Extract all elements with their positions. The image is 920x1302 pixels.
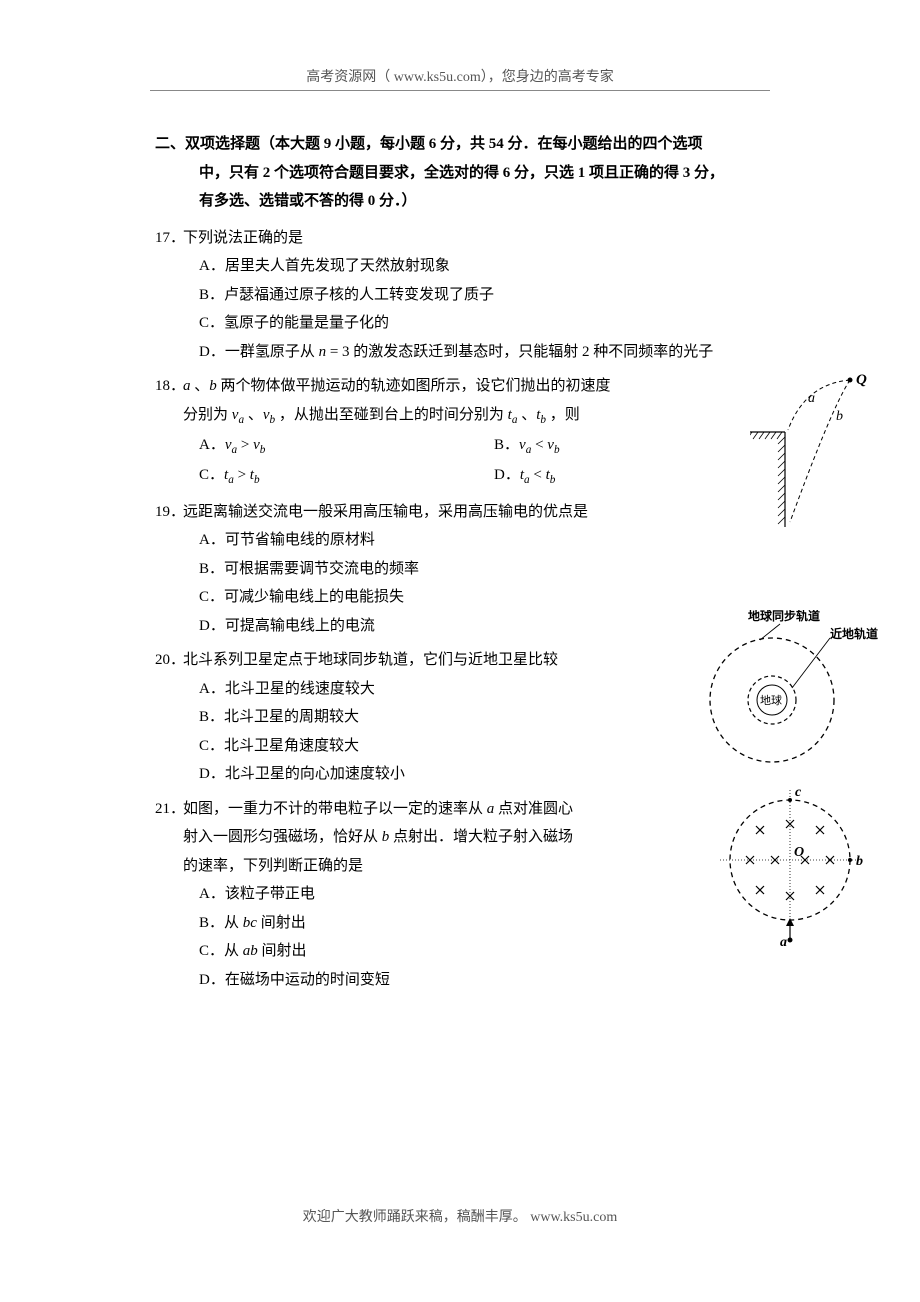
- figure-18: Q a b: [750, 372, 870, 532]
- q18-opt-b: B．va < vb: [494, 431, 775, 461]
- q17-stem: 下列说法正确的是: [183, 230, 303, 246]
- q20-opt-c: C．北斗卫星角速度较大: [199, 732, 775, 761]
- q21-opt-b: B．从 bc 间射出: [199, 909, 775, 938]
- section-title-line2: 中，只有 2 个选项符合题目要求，全选对的得 6 分，只选 1 项且正确的得 3…: [155, 159, 775, 188]
- fig20-label-earth: 地球: [760, 693, 782, 707]
- q19-options: A．可节省输电线的原材料 B．可根据需要调节交流电的频率 C．可减少输电线上的电…: [155, 526, 775, 640]
- header-rule: [150, 90, 770, 91]
- q19-opt-a: A．可节省输电线的原材料: [199, 526, 775, 555]
- q19-num: 19．: [155, 498, 183, 527]
- q20-opt-d: D．北斗卫星的向心加速度较小: [199, 760, 775, 789]
- q19-opt-d: D．可提高输电线上的电流: [199, 612, 775, 641]
- figure-21: O a b c: [710, 780, 870, 950]
- q21-options: A．该粒子带正电 B．从 bc 间射出 C．从 ab 间射出 D．在磁场中运动的…: [155, 880, 775, 994]
- fig18-label-b: b: [836, 409, 843, 424]
- page-footer: 欢迎广大教师踊跃来稿，稿酬丰厚。 www.ks5u.com: [0, 1206, 920, 1226]
- q21-stem2: 射入一圆形匀强磁场，恰好从 b 点射出．增大粒子射入磁场: [155, 823, 775, 852]
- question-20: 20．北斗系列卫星定点于地球同步轨道，它们与近地卫星比较 A．北斗卫星的线速度较…: [155, 646, 775, 789]
- fig20-label-sync: 地球同步轨道: [748, 610, 820, 623]
- q21-opt-c: C．从 ab 间射出: [199, 937, 775, 966]
- q18-opt-a: A．va > vb: [199, 431, 494, 461]
- section-title: 二、双项选择题（本大题 9 小题，每小题 6 分，共 54 分．在每小题给出的四…: [155, 130, 775, 216]
- page-header: 高考资源网（ www.ks5u.com），您身边的高考专家: [0, 66, 920, 86]
- q19-opt-b: B．可根据需要调节交流电的频率: [199, 555, 775, 584]
- q21-stem1: 如图，一重力不计的带电粒子以一定的速率从 a 点对准圆心: [183, 801, 573, 817]
- q17-opt-c: C．氢原子的能量是量子化的: [199, 309, 775, 338]
- question-17: 17．下列说法正确的是 A．居里夫人首先发现了天然放射现象 B．卢瑟福通过原子核…: [155, 224, 775, 367]
- q18-opt-d: D．ta < tb: [494, 461, 775, 491]
- q21-opt-a: A．该粒子带正电: [199, 880, 775, 909]
- q17-opt-a: A．居里夫人首先发现了天然放射现象: [199, 252, 775, 281]
- question-19: 19．远距离输送交流电一般采用高压输电，采用高压输电的优点是 A．可节省输电线的…: [155, 498, 775, 641]
- fig21-label-b: b: [856, 854, 863, 869]
- q21-opt-d: D．在磁场中运动的时间变短: [199, 966, 775, 995]
- q20-opt-b: B．北斗卫星的周期较大: [199, 703, 775, 732]
- q20-num: 20．: [155, 646, 183, 675]
- q21-num: 21．: [155, 795, 183, 824]
- question-18: 18．a 、b 两个物体做平抛运动的轨迹如图所示，设它们抛出的初速度 分别为 v…: [155, 372, 775, 492]
- fig21-label-a: a: [780, 935, 787, 950]
- section-title-line1: 二、双项选择题（本大题 9 小题，每小题 6 分，共 54 分．在每小题给出的四…: [155, 136, 703, 152]
- q18-stem2: 分别为 va 、vb ，从抛出至碰到台上的时间分别为 ta 、tb ，则: [155, 401, 775, 431]
- q17-num: 17．: [155, 224, 183, 253]
- figure-20: 地球 地球同步轨道 近地轨道: [702, 610, 882, 770]
- q17-options: A．居里夫人首先发现了天然放射现象 B．卢瑟福通过原子核的人工转变发现了质子 C…: [155, 252, 775, 366]
- q18-num: 18．: [155, 372, 183, 401]
- content-area: 二、双项选择题（本大题 9 小题，每小题 6 分，共 54 分．在每小题给出的四…: [155, 130, 775, 994]
- q17-opt-d: D．一群氢原子从 n = 3 的激发态跃迁到基态时，只能辐射 2 种不同频率的光…: [199, 338, 775, 367]
- q19-stem: 远距离输送交流电一般采用高压输电，采用高压输电的优点是: [183, 504, 588, 520]
- fig20-label-near: 近地轨道: [830, 626, 878, 641]
- q20-opt-a: A．北斗卫星的线速度较大: [199, 675, 775, 704]
- fig21-label-c: c: [795, 785, 802, 800]
- q21-stem3: 的速率，下列判断正确的是: [155, 852, 775, 881]
- q17-opt-b: B．卢瑟福通过原子核的人工转变发现了质子: [199, 281, 775, 310]
- section-title-line3: 有多选、选错或不答的得 0 分．）: [155, 187, 775, 216]
- q19-opt-c: C．可减少输电线上的电能损失: [199, 583, 775, 612]
- q18-stem1: a 、b 两个物体做平抛运动的轨迹如图所示，设它们抛出的初速度: [183, 378, 611, 394]
- q20-options: A．北斗卫星的线速度较大 B．北斗卫星的周期较大 C．北斗卫星角速度较大 D．北…: [155, 675, 775, 789]
- q18-options: A．va > vb B．va < vb C．ta > tb D．ta < tb: [155, 431, 775, 492]
- q18-opt-c: C．ta > tb: [199, 461, 494, 491]
- fig18-label-a: a: [808, 391, 815, 406]
- fig18-label-q: Q: [856, 372, 867, 388]
- question-21: 21．如图，一重力不计的带电粒子以一定的速率从 a 点对准圆心 射入一圆形匀强磁…: [155, 795, 775, 995]
- q20-stem: 北斗系列卫星定点于地球同步轨道，它们与近地卫星比较: [183, 652, 558, 668]
